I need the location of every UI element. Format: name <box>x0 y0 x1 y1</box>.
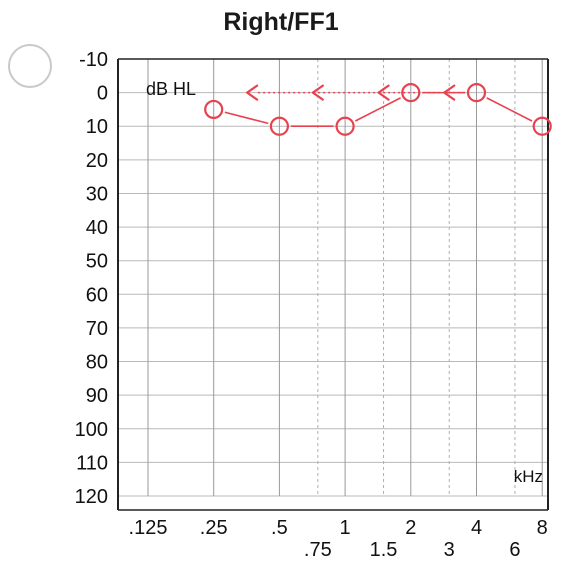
series-lines <box>224 91 533 128</box>
x-tick-label: .5 <box>271 517 288 539</box>
series-segment <box>354 97 401 122</box>
y-tick-label: 30 <box>86 183 108 205</box>
data-point-angle <box>246 84 259 101</box>
y-tick-label: -10 <box>79 49 108 71</box>
data-point-circle <box>466 83 487 103</box>
x-tick-label-minor: .75 <box>304 539 332 561</box>
data-point-angle <box>377 84 390 101</box>
series-marks <box>204 83 552 136</box>
y-tick-label: 60 <box>86 284 108 306</box>
chart-title: Right/FF1 <box>223 8 339 36</box>
series-segment <box>224 111 269 125</box>
y-tick-label: 50 <box>86 251 108 273</box>
data-point-circle <box>532 116 552 136</box>
x-tick-label: .125 <box>129 517 168 539</box>
data-point-angle <box>443 84 456 101</box>
y-tick-label: 40 <box>86 217 108 239</box>
series-segment <box>486 97 533 122</box>
data-point-circle <box>401 83 421 103</box>
x-tick-label: 8 <box>537 517 548 539</box>
x-tick-label-minor: 1.5 <box>370 539 398 561</box>
y-tick-label: 100 <box>75 419 108 441</box>
y-tick-label: 20 <box>86 150 108 172</box>
x-tick-label: 1 <box>340 517 351 539</box>
data-point-circle <box>269 116 289 136</box>
data-point-circle <box>335 116 355 136</box>
y-tick-label: 90 <box>86 385 108 407</box>
y-tick-label: 70 <box>86 318 108 340</box>
audiogram-hand-drawn-circle-icon <box>8 44 52 88</box>
x-tick-label-minor: 6 <box>509 539 520 561</box>
y-axis-label: dB HL <box>146 79 196 99</box>
y-tick-label: 0 <box>97 83 108 105</box>
y-tick-label: 120 <box>75 486 108 508</box>
data-point-circle <box>204 99 224 120</box>
x-axis-label: kHz <box>514 467 543 486</box>
y-axis-ticks: -10 0 10 20 30 40 50 60 70 80 90 100 110 120 <box>75 49 108 508</box>
x-tick-label: 2 <box>405 517 416 539</box>
grid <box>117 58 549 511</box>
y-tick-label: 80 <box>86 352 108 374</box>
x-tick-label: 4 <box>471 517 482 539</box>
y-tick-label: 110 <box>76 452 108 474</box>
y-tick-label: 10 <box>86 116 108 138</box>
x-tick-label-minor: 3 <box>444 539 455 561</box>
x-axis-ticks: .125 .25 .5 1 2 4 8 .75 1.5 3 6 <box>129 517 548 561</box>
x-tick-label: .25 <box>200 517 228 539</box>
data-point-angle <box>311 84 324 101</box>
